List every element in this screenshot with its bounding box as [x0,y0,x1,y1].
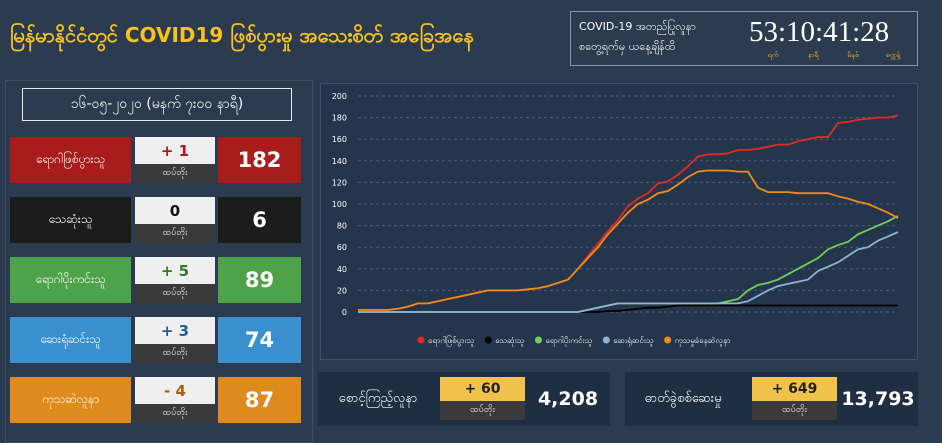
stat-label: ရောဂါဖြစ်ပွားသူ [10,137,131,183]
stat-label: ရောဂါပိုးကင်းသူ [10,257,131,303]
summary-label: စောင့်ကြည့်လူနာ [338,390,418,406]
summary-change-label: ထပ်တိုး [752,401,837,420]
stat-change-label: ထပ်တိုး [135,284,215,303]
stat-total: 89 [218,257,301,303]
legend-marker [602,336,610,344]
stat-change: + 3 [135,317,215,344]
counter-label: COVID-19 အတည်ပြုလူနာ [579,20,696,33]
stat-change: + 1 [135,137,215,164]
y-tick-label: 140 [332,157,347,166]
counter-units: ရက် နာရီ မိနစ် စက္ကန့် [749,51,901,63]
summary-change: + 60 [440,377,525,401]
legend-label: သေဆုံးသူ [495,336,524,347]
legend-label: ရောဂါဖြစ်ပွားသူ [428,335,474,347]
y-tick-label: 120 [332,178,347,187]
summary-box: စောင့်ကြည့်လူနာ + 60 ထပ်တိုး 4,208 [318,372,610,426]
date: ၁၆-၀၅-၂၀၂၀ (မနက် ၇း၀၀ နာရီ) [22,88,292,121]
series-line [358,215,899,313]
stat-total: 182 [218,137,301,183]
chart: 0 20 40 60 80 100 120 140 160 180 200 ရောဂါဖြစ်ပွား… [332,92,899,347]
stat-total: 87 [218,377,301,423]
y-tick-label: 160 [332,135,347,144]
summary-box: ဓာတ်ခွဲစစ်ဆေးမှု + 649 ထပ်တိုး 13,793 [625,372,918,426]
stat-change: 0 [135,197,215,224]
y-tick-label: 180 [332,114,347,123]
stat-total: 6 [218,197,301,243]
counter-label: စတွေ့ရက်မှ ယနေ့ချိန်ထိ [579,40,676,53]
legend-label: ကုသမှုခံနေဆဲလူနာ [675,335,731,347]
y-tick-label: 100 [332,200,347,209]
stat-change: + 5 [135,257,215,284]
y-tick-label: 60 [337,243,347,252]
legend-marker [484,336,492,344]
counter-unit: ရက် [767,51,779,59]
counter-unit: မိနစ် [847,51,859,59]
legend-marker [534,336,542,344]
y-tick-label: 20 [337,286,347,295]
y-tick-label: 80 [337,222,347,231]
series-line [358,231,899,313]
y-tick-label: 40 [337,265,347,274]
summary-change-label: ထပ်တိုး [440,401,525,420]
stat-change: - 4 [135,377,215,404]
counter-box: COVID-19 အတည်ပြုလူနာ စတွေ့ရက်မှ ယနေ့ချိန… [570,11,918,66]
summary-total: 4,208 [537,388,599,410]
counter-unit: နာရီ [807,51,819,59]
legend-marker [417,336,425,344]
legend-label: ဆေးရုံဆင်းသူ [613,335,653,347]
stat-label: ကုသဆဲလူနာ [10,377,131,423]
series-line [358,169,899,311]
stat-total: 74 [218,317,301,363]
y-tick-label: 200 [332,92,347,101]
summary-label: ဓာတ်ခွဲစစ်ဆေးမှု [644,390,722,406]
summary-total: 13,793 [841,388,915,410]
legend-label: ရောဂါပိုးကင်းသူ [545,335,592,347]
counter-unit: စက္ကန့် [885,51,901,59]
summary-change: + 649 [752,377,837,401]
y-tick-label: 0 [342,308,347,317]
stat-change-label: ထပ်တိုး [135,404,215,423]
counter: 53:10:41:28 [749,16,890,48]
stat-change-label: ထပ်တိုး [135,224,215,243]
chart-panel: 0 20 40 60 80 100 120 140 160 180 200 ရောဂါဖြစ်ပွား… [320,83,918,360]
title: မြန်မာနိုင်ငံတွင် COVID19 ဖြစ်ပွားမှု အသ… [10,23,474,47]
series-line [358,304,898,313]
legend-marker [664,336,672,344]
stat-label: ဆေးရုံဆင်းသူ [10,317,131,363]
stat-change-label: ထပ်တိုး [135,164,215,183]
stat-label: သေဆုံးသူ [10,197,131,243]
stat-change-label: ထပ်တိုး [135,344,215,363]
